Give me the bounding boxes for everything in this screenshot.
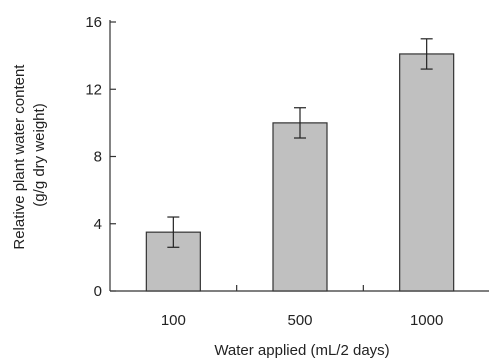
y-axis-title: Relative plant water content (g/g dry we…	[11, 60, 48, 249]
y-tick-label: 12	[85, 81, 102, 98]
bar	[399, 53, 455, 292]
y-tick-label: 8	[94, 149, 102, 166]
bars	[145, 53, 455, 292]
bar	[272, 122, 328, 292]
x-ticks: 100 500 1000	[161, 285, 443, 329]
y-tick-label: 0	[94, 283, 102, 300]
x-tick-label: 500	[287, 312, 312, 329]
x-tick-label: 1000	[410, 312, 443, 329]
y-tick-label: 16	[85, 14, 102, 31]
error-bars	[167, 38, 433, 248]
y-axis-title-line-2: (g/g dry weight)	[31, 103, 48, 206]
y-tick-label: 4	[94, 216, 102, 233]
y-axis-title-line-1: Relative plant water content	[11, 64, 28, 250]
x-axis-title: Water applied (mL/2 days)	[214, 342, 389, 359]
x-tick-label: 100	[161, 312, 186, 329]
y-ticks: 0 4 8 12 16	[85, 14, 116, 300]
